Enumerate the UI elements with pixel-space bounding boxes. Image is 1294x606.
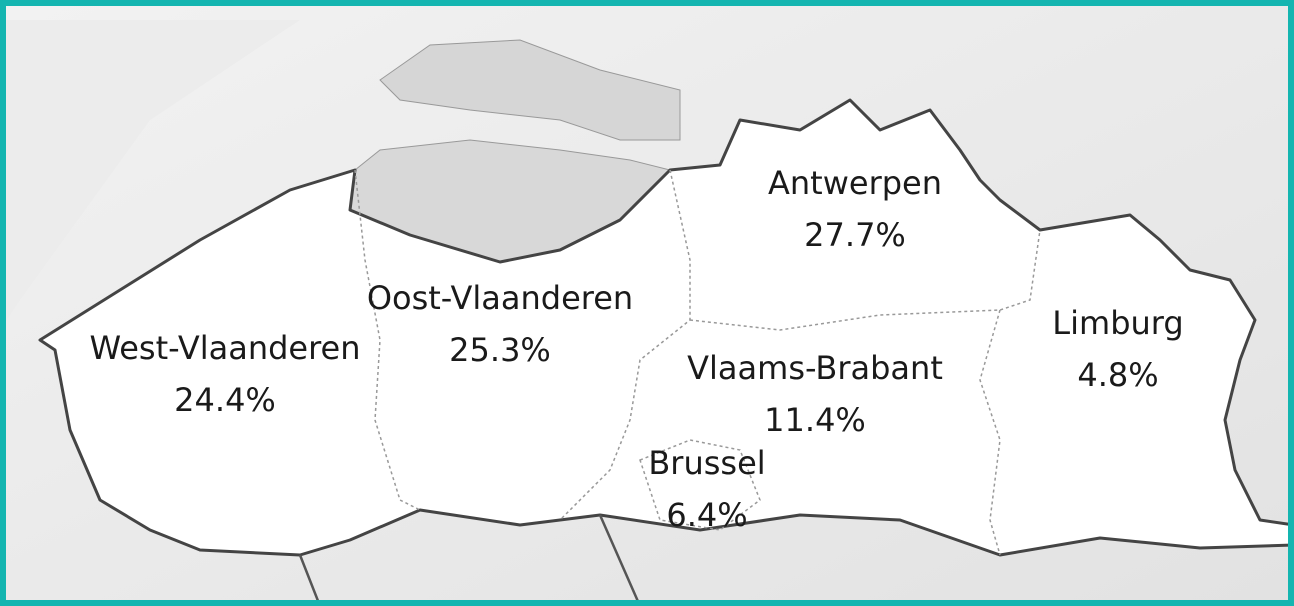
region-share: 25.3% (449, 331, 551, 369)
province-borders (354, 169, 1041, 556)
border (354, 169, 421, 511)
flanders (38, 98, 1294, 557)
region-name: Brussel (648, 444, 765, 482)
region-share: 24.4% (174, 381, 276, 419)
island (379, 39, 681, 141)
sea (0, 20, 300, 330)
outer-border (298, 514, 642, 606)
border (689, 229, 1041, 331)
region-name: Antwerpen (768, 164, 942, 202)
region-name: West-Vlaanderen (89, 329, 360, 367)
region-share: 11.4% (764, 401, 866, 439)
region-name: Vlaams-Brabant (687, 349, 943, 387)
region-share: 27.7% (804, 216, 906, 254)
region-share: 6.4% (666, 496, 747, 534)
border (979, 309, 1001, 556)
region-name: Oost-Vlaanderen (367, 279, 633, 317)
region-name: Limburg (1052, 304, 1183, 342)
border (559, 169, 691, 521)
border (639, 439, 761, 531)
region-share: 4.8% (1077, 356, 1158, 394)
